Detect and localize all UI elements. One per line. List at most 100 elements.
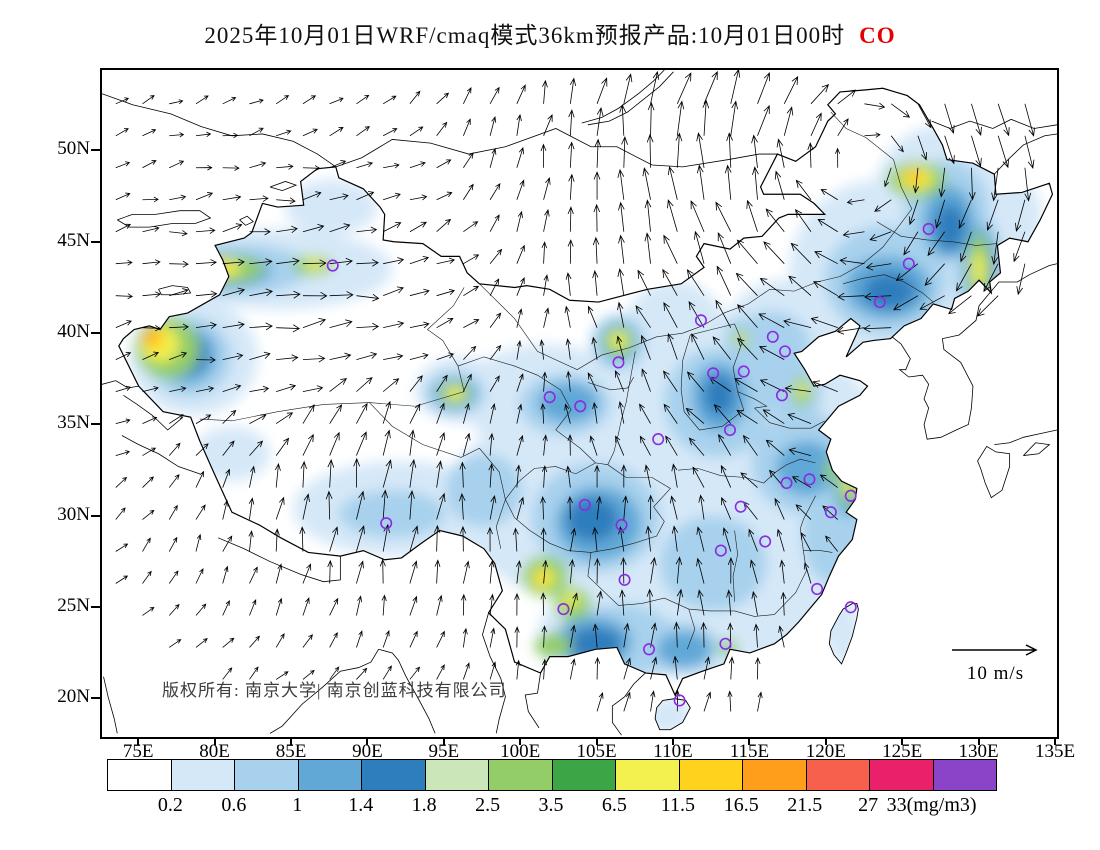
wind-arrow	[651, 658, 657, 680]
wind-arrow	[410, 597, 417, 616]
wind-arrow	[687, 270, 704, 296]
wind-arrow	[142, 226, 158, 231]
wind-arrow	[987, 200, 998, 230]
wind-arrow	[116, 450, 129, 455]
wind-arrow	[818, 219, 838, 231]
colorbar-tick-label: 1.4	[348, 794, 374, 816]
wind-arrow	[619, 527, 624, 551]
wind-arrow	[116, 478, 127, 488]
wind-arrow	[383, 402, 390, 424]
wind-arrow	[593, 624, 598, 647]
wind-arrow	[541, 528, 546, 551]
wind-arrow	[463, 404, 469, 424]
wind-arrow	[515, 627, 519, 647]
wind-arrow	[566, 466, 571, 487]
wind-arrow	[276, 96, 288, 104]
coastline	[123, 395, 183, 430]
wind-arrow	[796, 180, 811, 199]
wind-arrow	[784, 77, 797, 104]
co-field-blob	[797, 382, 807, 398]
wind-arrow	[437, 375, 448, 391]
wind-arrow	[716, 202, 731, 231]
wind-arrow	[356, 192, 373, 200]
co-field-blob	[445, 387, 465, 400]
wind-arrow	[490, 496, 496, 520]
province-boundary	[458, 357, 596, 463]
wind-arrow	[925, 264, 945, 286]
province-boundary	[588, 551, 832, 617]
wind-arrow	[544, 115, 553, 136]
wind-arrow	[651, 72, 659, 104]
wind-arrow	[383, 321, 403, 327]
station-circle	[696, 315, 706, 326]
wind-arrow	[718, 233, 731, 264]
province-boundary	[877, 222, 998, 246]
wind-arrow	[276, 164, 293, 169]
wind-arrow	[835, 149, 839, 168]
wind-arrow	[330, 527, 338, 551]
wind-arrow	[542, 660, 546, 680]
wind-arrow	[169, 132, 183, 137]
wind-arrow	[169, 571, 178, 583]
wind-arrow	[618, 236, 624, 264]
wind-arrow	[668, 334, 677, 360]
wind-arrow	[622, 137, 628, 168]
wind-arrow	[330, 633, 338, 648]
wind-arrow	[356, 227, 376, 233]
wind-arrow	[303, 355, 325, 362]
wind-arrow	[615, 371, 623, 392]
wind-arrow	[1025, 168, 1031, 201]
wind-arrow	[459, 494, 465, 520]
province-boundary	[800, 496, 815, 551]
wind-arrow	[517, 341, 521, 359]
wind-arrow	[356, 526, 364, 551]
wind-arrow	[276, 226, 297, 233]
wind-arrow	[437, 258, 455, 264]
wind-arrow	[701, 623, 707, 648]
wind-arrow	[969, 168, 975, 200]
wind-arrow	[638, 270, 651, 295]
lon-tick-label: 110E	[653, 741, 693, 762]
wind-arrow	[196, 228, 215, 234]
wind-arrow	[593, 271, 598, 296]
wind-arrow	[775, 171, 784, 199]
wind-arrow	[703, 101, 709, 136]
province-boundary	[200, 392, 464, 421]
station-circle	[777, 390, 787, 401]
province-boundary	[738, 392, 767, 408]
wind-arrow	[570, 79, 576, 104]
wind-arrow	[945, 104, 954, 133]
wind-arrow	[749, 530, 758, 552]
lat-tick	[91, 606, 100, 609]
wind-arrow	[142, 292, 160, 297]
lon-tick	[213, 737, 216, 745]
wind-arrow	[142, 571, 151, 583]
station-circle	[826, 507, 836, 518]
wind-arrow	[223, 638, 234, 647]
coastline	[159, 286, 191, 295]
wind-arrow	[517, 212, 523, 232]
wind-arrow	[904, 232, 918, 255]
wind-arrow	[570, 626, 575, 648]
coastline	[218, 538, 340, 582]
wind-arrow	[249, 229, 270, 235]
wind-arrow	[276, 291, 300, 298]
page-title: 2025年10月01日WRF/cmaq模式36km预报产品:10月01日00时 C…	[0, 16, 1100, 50]
wind-arrow	[196, 192, 212, 199]
wind-arrow	[116, 224, 131, 231]
wind-arrow	[410, 632, 417, 648]
co-concentration-field	[129, 124, 1042, 730]
wind-arrow	[116, 294, 133, 299]
wind-arrow	[517, 278, 524, 296]
wind-arrow	[645, 200, 651, 231]
wind-arrow	[142, 352, 158, 360]
co-field-blob	[934, 203, 966, 251]
copyright-text: 版权所有: 南京大学| 南京创蓝科技有限公司	[162, 681, 507, 700]
wind-arrow	[618, 170, 624, 200]
wind-arrow	[597, 693, 603, 711]
lon-tick-label: 80E	[199, 741, 230, 762]
station-circle	[575, 401, 585, 412]
wind-arrow	[568, 435, 572, 455]
co-field-blob	[305, 259, 324, 271]
wind-arrow	[437, 596, 443, 616]
